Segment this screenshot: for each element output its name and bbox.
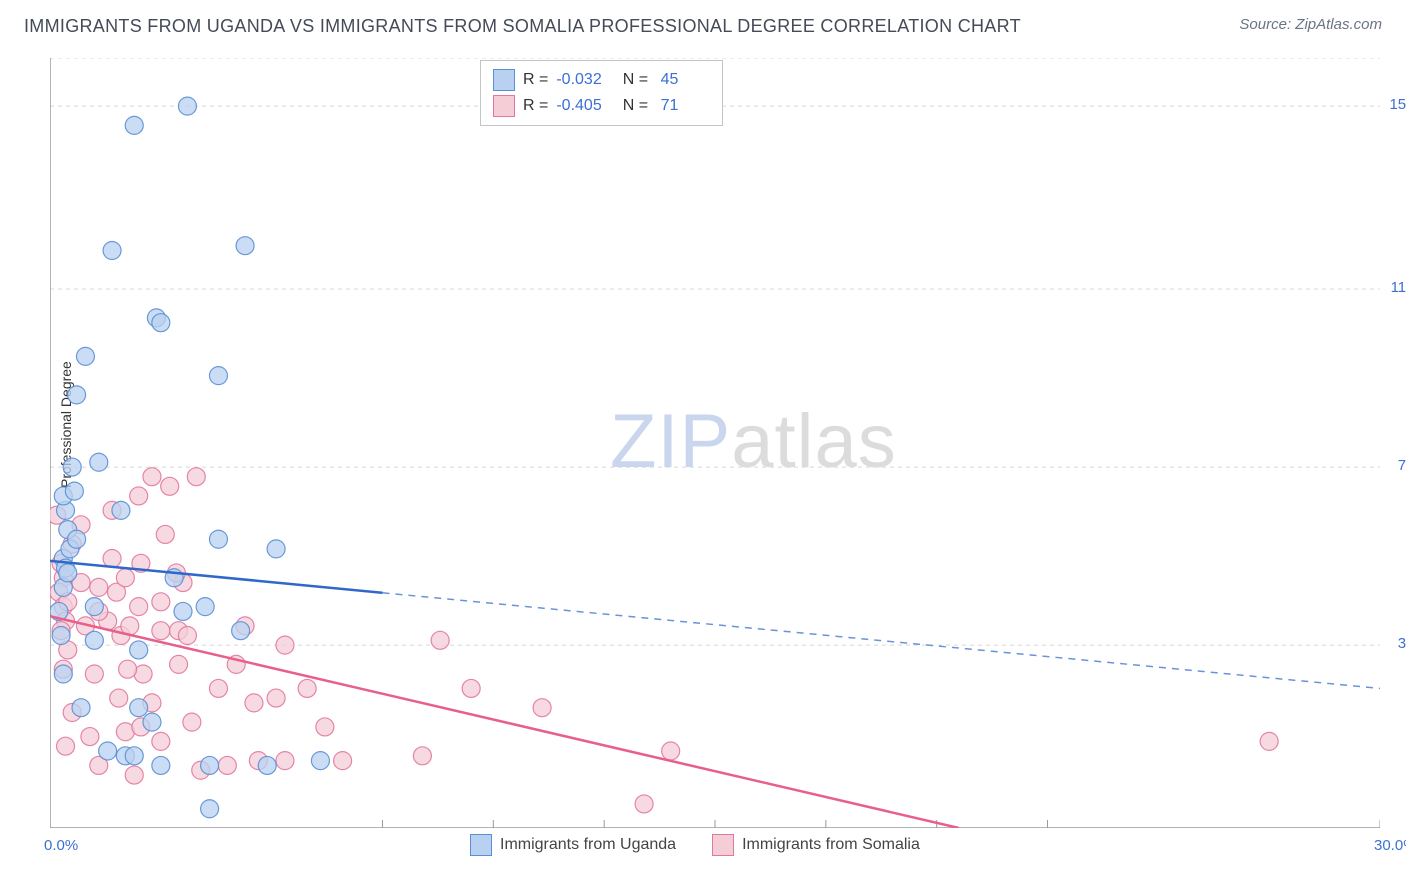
y-tick-label: 7.5%: [1398, 457, 1406, 474]
legend-swatch: [493, 95, 515, 117]
source-label: Source:: [1239, 16, 1295, 33]
y-tick-label: 15.0%: [1389, 96, 1406, 113]
legend-swatch: [712, 834, 734, 856]
legend-r-label: R =: [523, 71, 548, 89]
legend-n-label: N =: [618, 97, 648, 115]
source-value: ZipAtlas.com: [1295, 16, 1382, 33]
legend-series-label: Immigrants from Somalia: [742, 836, 920, 854]
legend-n-value: 71: [656, 97, 710, 115]
chart-title: IMMIGRANTS FROM UGANDA VS IMMIGRANTS FRO…: [24, 16, 1021, 37]
legend-correlation-row: R = -0.032 N = 45: [493, 67, 710, 93]
scatter-plot: [50, 58, 1380, 828]
legend-r-value: -0.405: [556, 97, 610, 115]
legend-n-label: N =: [618, 71, 648, 89]
legend-swatch: [493, 69, 515, 91]
x-tick-label: 30.0%: [1374, 837, 1406, 854]
chart-header: IMMIGRANTS FROM UGANDA VS IMMIGRANTS FRO…: [0, 0, 1406, 45]
legend-correlation-row: R = -0.405 N = 71: [493, 93, 710, 119]
legend-series-label: Immigrants from Uganda: [500, 836, 676, 854]
chart-source: Source: ZipAtlas.com: [1239, 16, 1382, 33]
legend-series-item: Immigrants from Uganda: [470, 834, 676, 856]
legend-series-item: Immigrants from Somalia: [712, 834, 920, 856]
legend-correlation: R = -0.032 N = 45 R = -0.405 N = 71: [480, 60, 723, 126]
x-tick-label: 0.0%: [44, 837, 78, 854]
y-tick-label: 3.8%: [1398, 635, 1406, 652]
legend-n-value: 45: [656, 71, 710, 89]
legend-r-value: -0.032: [556, 71, 610, 89]
y-tick-label: 11.2%: [1391, 279, 1406, 296]
legend-r-label: R =: [523, 97, 548, 115]
legend-swatch: [470, 834, 492, 856]
chart-area: Professional Degree ZIPatlas R =-0.032 N…: [50, 58, 1380, 828]
legend-series: Immigrants from Uganda Immigrants from So…: [470, 834, 920, 856]
